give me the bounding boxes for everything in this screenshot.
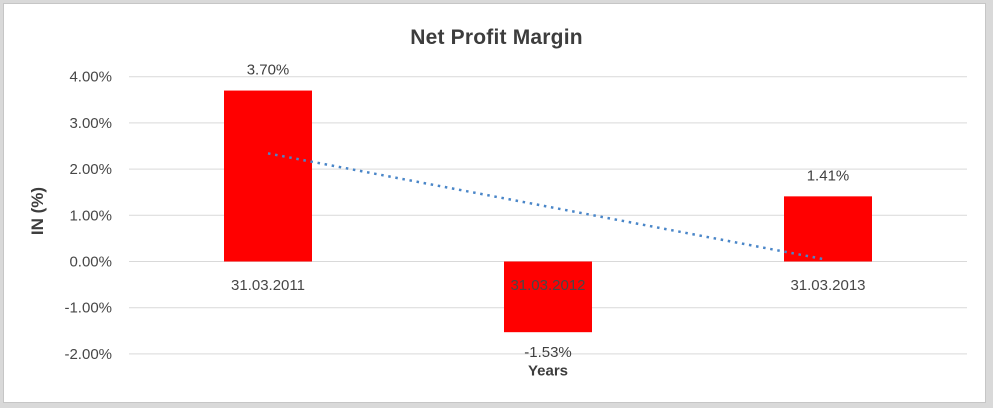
y-tick-label: -2.00%	[64, 346, 112, 363]
bar-31.03.2012	[504, 261, 592, 333]
y-tick-label: 2.00%	[69, 161, 112, 178]
x-category-label: 31.03.2013	[790, 277, 865, 294]
data-label: -1.53%	[524, 344, 572, 361]
trendline	[267, 152, 825, 261]
y-tick-label: -1.00%	[64, 300, 112, 317]
y-tick-label: 3.00%	[69, 115, 112, 132]
chart-title: Net Profit Margin	[410, 26, 583, 49]
y-tick-label: 0.00%	[69, 254, 112, 271]
x-category-label: 31.03.2011	[231, 277, 305, 294]
x-axis-title: Years	[527, 362, 569, 380]
x-category-label: 31.03.2012	[510, 277, 585, 294]
data-label: 3.70%	[247, 62, 290, 79]
bar-31.03.2011	[224, 90, 312, 262]
y-axis-title: IN (%)	[28, 186, 47, 236]
bar-31.03.2013	[784, 196, 872, 262]
data-label: 1.41%	[807, 167, 850, 184]
y-tick-label: 4.00%	[69, 69, 112, 86]
y-tick-label: 1.00%	[69, 207, 112, 224]
